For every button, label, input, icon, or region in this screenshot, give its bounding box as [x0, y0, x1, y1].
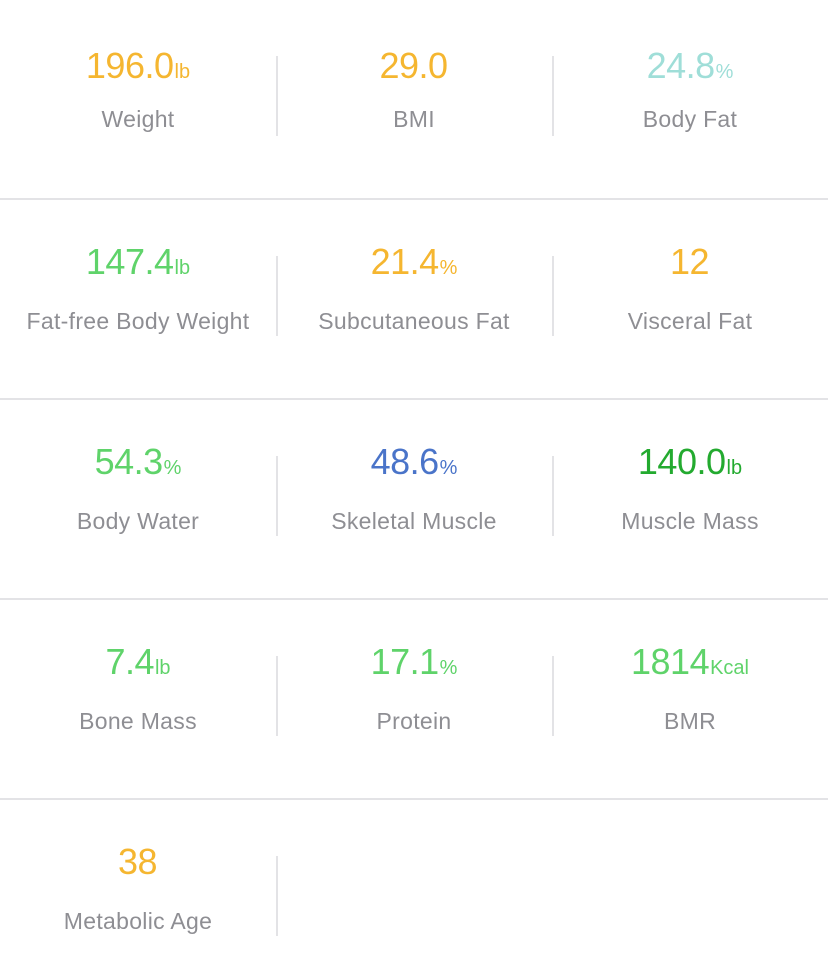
metric-number: 29.0 — [379, 45, 448, 86]
metric-skeletal-muscle[interactable]: 48.6% Skeletal Muscle — [276, 400, 552, 598]
metric-number: 196.0 — [85, 45, 174, 86]
metric-body-water[interactable]: 54.3% Body Water — [0, 400, 276, 598]
metric-value: 140.0lb — [552, 444, 828, 480]
metric-body-fat[interactable]: 24.8% Body Fat — [552, 0, 828, 198]
metrics-row: 196.0lb Weight 29.0 BMI 24.8% Body Fat — [0, 0, 828, 200]
metric-label: Visceral Fat — [627, 308, 753, 334]
metric-label: Weight — [101, 106, 175, 132]
metric-number: 48.6 — [370, 441, 440, 482]
metric-bone-mass[interactable]: 7.4lb Bone Mass — [0, 600, 276, 798]
metrics-row: 38 Metabolic Age — [0, 800, 828, 980]
metric-label: Body Fat — [642, 106, 738, 132]
metric-visceral-fat[interactable]: 12 Visceral Fat — [552, 200, 828, 398]
metric-number: 147.4 — [85, 241, 174, 282]
metric-label: BMI — [393, 106, 435, 132]
metric-fat-free-body-weight[interactable]: 147.4lb Fat-free Body Weight — [0, 200, 276, 398]
metric-value: 17.1% — [276, 644, 552, 680]
metric-number: 54.3 — [94, 441, 164, 482]
metric-number: 17.1 — [370, 641, 440, 682]
column-divider — [276, 456, 278, 536]
metric-value: 24.8% — [552, 48, 828, 84]
column-divider — [552, 56, 554, 136]
metric-number: 38 — [117, 841, 158, 882]
metric-bmr[interactable]: 1814Kcal BMR — [552, 600, 828, 798]
metric-subcutaneous-fat[interactable]: 21.4% Subcutaneous Fat — [276, 200, 552, 398]
metrics-row: 147.4lb Fat-free Body Weight 21.4% Subcu… — [0, 200, 828, 400]
metric-label: Skeletal Muscle — [331, 508, 497, 534]
metric-unit: lb — [174, 257, 191, 279]
metric-number: 1814 — [631, 641, 710, 682]
metric-unit: % — [439, 257, 458, 279]
metric-protein[interactable]: 17.1% Protein — [276, 600, 552, 798]
metric-value: 7.4lb — [0, 644, 276, 680]
column-divider — [276, 256, 278, 336]
column-divider — [276, 856, 278, 936]
column-divider — [552, 656, 554, 736]
column-divider — [552, 256, 554, 336]
metric-value: 147.4lb — [0, 244, 276, 280]
metric-value: 196.0lb — [0, 48, 276, 84]
metric-label: Bone Mass — [79, 708, 197, 734]
metric-label: Metabolic Age — [63, 908, 213, 934]
metric-value: 48.6% — [276, 444, 552, 480]
metrics-row: 7.4lb Bone Mass 17.1% Protein 1814Kcal B… — [0, 600, 828, 800]
metric-unit: % — [163, 457, 182, 479]
metric-label: Protein — [376, 708, 452, 734]
metric-value: 21.4% — [276, 244, 552, 280]
metric-number: 140.0 — [637, 441, 726, 482]
metric-unit: lb — [154, 657, 171, 679]
metric-number: 12 — [669, 241, 710, 282]
metric-unit: Kcal — [710, 657, 749, 679]
metric-number: 7.4 — [105, 641, 154, 682]
metric-unit: lb — [726, 457, 743, 479]
column-divider — [276, 56, 278, 136]
metric-weight[interactable]: 196.0lb Weight — [0, 0, 276, 198]
metric-unit: % — [439, 457, 458, 479]
metric-value: 12 — [552, 244, 828, 280]
metric-value: 54.3% — [0, 444, 276, 480]
metrics-row: 54.3% Body Water 48.6% Skeletal Muscle 1… — [0, 400, 828, 600]
metric-bmi[interactable]: 29.0 BMI — [276, 0, 552, 198]
metric-label: Body Water — [76, 508, 200, 534]
metric-value: 1814Kcal — [552, 644, 828, 680]
metric-metabolic-age[interactable]: 38 Metabolic Age — [0, 800, 276, 980]
column-divider — [552, 456, 554, 536]
metric-label: Muscle Mass — [621, 508, 759, 534]
metric-label: Fat-free Body Weight — [26, 308, 250, 334]
metric-value: 29.0 — [276, 48, 552, 84]
metric-unit: % — [715, 61, 734, 83]
metric-number: 21.4 — [370, 241, 440, 282]
metric-unit: lb — [174, 61, 191, 83]
column-divider — [276, 656, 278, 736]
metric-number: 24.8 — [646, 45, 716, 86]
metric-label: BMR — [663, 708, 716, 734]
metric-muscle-mass[interactable]: 140.0lb Muscle Mass — [552, 400, 828, 598]
metric-label: Subcutaneous Fat — [318, 308, 510, 334]
metric-value: 38 — [0, 844, 276, 880]
metric-unit: % — [439, 657, 458, 679]
